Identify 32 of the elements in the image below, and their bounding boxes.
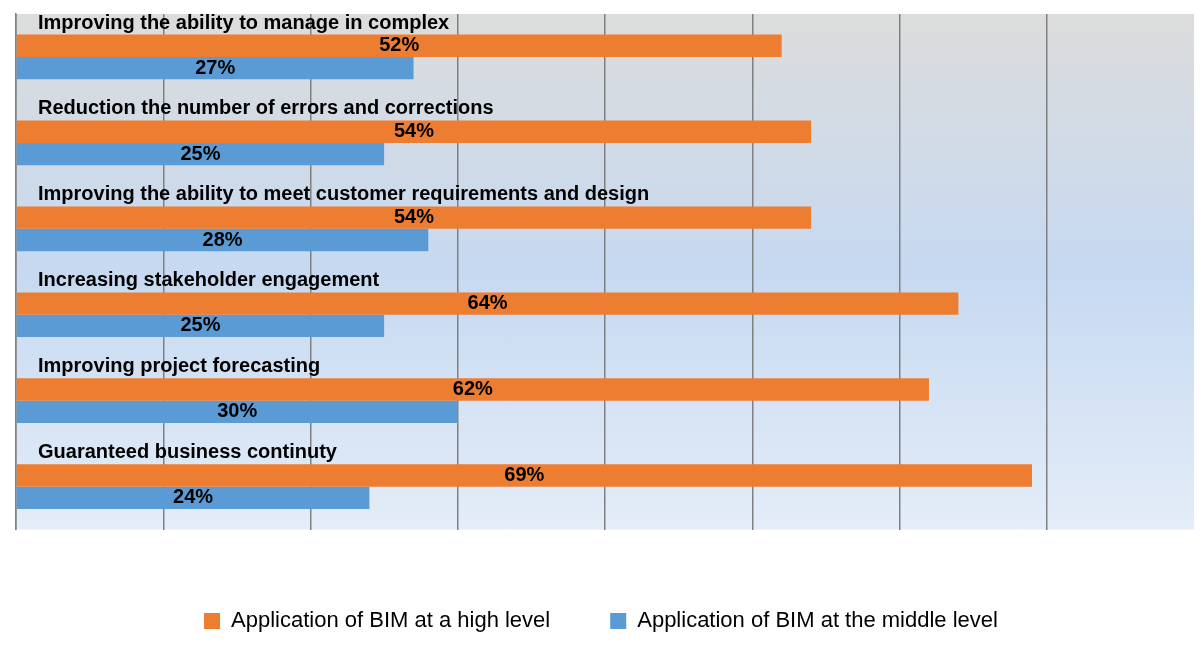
bar xyxy=(16,56,414,80)
y-tick-label: Guaranteed business continuty xyxy=(38,440,338,463)
legend-label: Application of BIM at a high level xyxy=(231,607,551,633)
bar xyxy=(16,378,929,401)
y-tick-label: Improving the ability to manage in complex xyxy=(38,10,450,33)
data-label: 25% xyxy=(180,313,221,336)
bar xyxy=(16,464,1033,487)
data-label: 64% xyxy=(467,291,508,314)
bar xyxy=(16,400,458,424)
y-tick-label: Reduction the number of errors and corrections xyxy=(38,96,494,119)
bar xyxy=(16,120,812,143)
data-label: 24% xyxy=(173,485,214,508)
bar xyxy=(16,292,959,315)
y-tick-label: Improving project forecasting xyxy=(38,354,321,377)
bar xyxy=(16,486,370,509)
data-label: 54% xyxy=(393,119,435,142)
bar xyxy=(16,142,385,166)
data-label: 30% xyxy=(217,399,258,422)
y-tick-label: Improving the ability to meet customer requirements and design xyxy=(38,182,650,205)
bar xyxy=(16,314,385,338)
data-label: 27% xyxy=(195,55,236,78)
data-label: 54% xyxy=(393,205,435,228)
legend-label: Application of BIM at the middle level xyxy=(637,607,998,633)
bar xyxy=(16,34,782,57)
data-label: 62% xyxy=(452,377,494,400)
bar xyxy=(16,206,812,229)
data-label: 52% xyxy=(379,33,420,56)
data-label: 69% xyxy=(504,462,545,485)
data-label: 28% xyxy=(202,227,243,250)
data-label: 25% xyxy=(180,141,221,164)
y-tick-label: Increasing stakeholder engagement xyxy=(38,268,380,291)
bar xyxy=(16,228,429,252)
